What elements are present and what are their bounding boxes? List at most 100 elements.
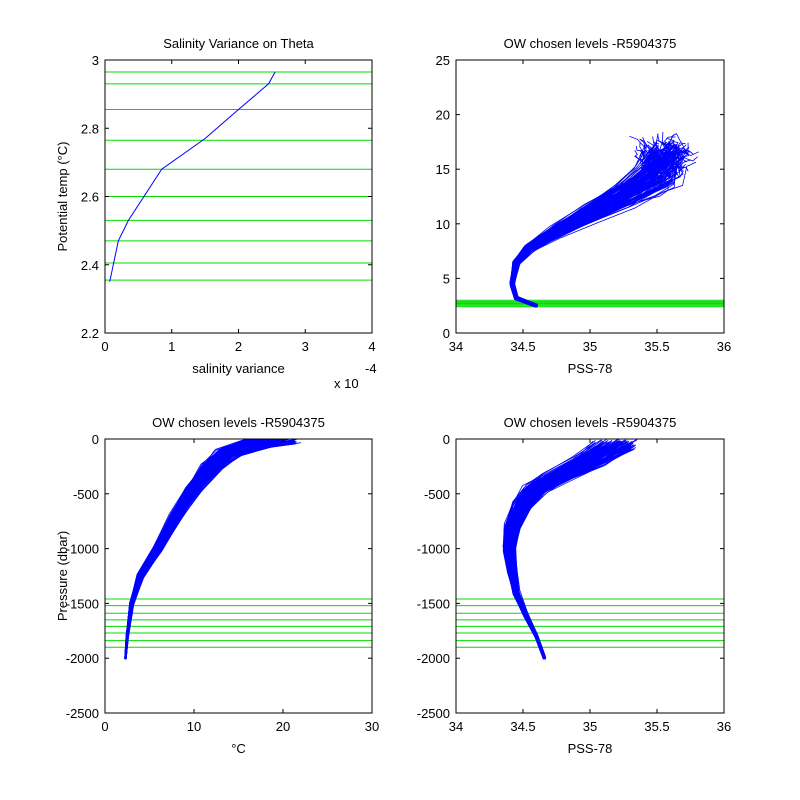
plot-area [456,439,724,660]
y-tick-label: -1500 [66,596,99,611]
profile-line [513,156,698,306]
profile-line [124,439,250,658]
y-tick-label: 2.4 [81,258,99,273]
x-tick-label: 0 [101,339,108,354]
axes-box [455,59,725,334]
x-tick-label: 10 [187,719,201,734]
profile-line [513,158,682,307]
profile-lines [502,439,638,660]
x-tick-label: 34 [449,719,463,734]
x-tick-label: 20 [276,719,290,734]
y-tick-label: -500 [73,487,99,502]
profile-line [511,439,626,658]
profile-line [124,439,256,658]
x-axis-label: salinity variance [192,361,285,376]
x-tick-label: 3 [302,339,309,354]
profile-line [510,168,661,308]
profile-line [124,442,269,660]
profile-line [124,439,266,659]
x-tick-label: 1 [168,339,175,354]
profile-line [124,443,279,660]
profile-line [124,439,254,658]
profile-lines [124,439,301,660]
profile-line [124,439,259,658]
y-tick-label: -2000 [66,651,99,666]
axes-box [104,438,373,714]
y-tick-label: 0 [443,326,450,341]
y-tick-label: -2500 [66,706,99,721]
x-tick-label: 34.5 [510,719,535,734]
chart-title: OW chosen levels -R5904375 [504,415,677,430]
profile-line [125,439,282,658]
plot-area [456,131,724,308]
x-scale-exponent: -4 [365,361,377,376]
profile-lines [509,131,699,308]
plot-area [105,71,372,282]
x-axis-label: °C [231,741,246,756]
y-tick-label: -1500 [417,596,450,611]
profile-line [510,154,653,308]
y-tick-label: 3 [92,53,99,68]
chart-panel-3: 0 10 20 30 -2500 -2000 -1500 -1000 -500 0 OW chose… [55,415,379,756]
x-tick-label: 4 [368,339,375,354]
x-tick-label: 2 [235,339,242,354]
profile-line [512,142,689,306]
axes-box [455,438,725,714]
y-tick-label: -2000 [417,651,450,666]
profile-line [124,439,257,658]
y-axis-label: Potential temp (°C) [55,142,70,252]
profile-line [109,71,276,282]
y-tick-label: -1000 [417,542,450,557]
y-tick-label: 10 [436,217,450,232]
y-tick-label: 25 [436,53,450,68]
profile-line [507,445,607,659]
profile-lines [109,71,276,282]
level-lines [456,299,724,308]
y-tick-label: 20 [436,108,450,123]
y-tick-label: 0 [92,432,99,447]
x-tick-label: 36 [717,339,731,354]
profile-line [125,440,291,659]
y-tick-label: -2500 [417,706,450,721]
profile-line [125,442,296,659]
profile-line [512,148,686,306]
x-tick-label: 36 [717,719,731,734]
x-tick-label: 35.5 [644,339,669,354]
profile-line [124,439,264,659]
profile-line [512,147,689,306]
x-axis-label: PSS-78 [568,361,613,376]
y-tick-label: 2.8 [81,121,99,136]
profile-line [508,439,613,658]
chart-title: Salinity Variance on Theta [163,36,314,51]
y-tick-label: 15 [436,162,450,177]
y-axis-label: Pressure (dbar) [55,531,70,621]
chart-panel-2: 34 34.5 35 35.5 36 0 5 10 15 20 25 OW chosen levels… [436,36,732,376]
x-tick-label: 34.5 [510,339,535,354]
profile-line [512,148,671,306]
chart-title: OW chosen levels -R5904375 [504,36,677,51]
x-tick-label: 0 [101,719,108,734]
plot-area [105,439,372,660]
chart-panel-4: 34 34.5 35 35.5 36 -2500 -2000 -1500 -1000 -500 0 O… [417,415,731,756]
y-tick-label: -500 [424,487,450,502]
y-tick-label: 0 [443,432,450,447]
x-tick-label: 35.5 [644,719,669,734]
chart-title: OW chosen levels -R5904375 [152,415,325,430]
x-tick-label: 35 [583,339,597,354]
profile-line [124,439,253,658]
profile-line [514,439,637,658]
y-tick-label: 2.2 [81,326,99,341]
chart-panel-1: 0 1 2 3 4 2.2 2.4 2.6 2.8 3 Salinity Variance on T… [55,36,377,391]
profile-line [513,134,679,306]
level-lines [105,598,372,648]
level-lines [456,598,724,648]
x-tick-label: 34 [449,339,463,354]
x-axis-label: PSS-78 [568,741,613,756]
profile-line [513,146,694,305]
y-tick-label: 5 [443,271,450,286]
x-scale-label: x 10 [334,376,359,391]
x-tick-label: 30 [365,719,379,734]
y-tick-label: -1000 [66,542,99,557]
level-lines [105,71,372,281]
